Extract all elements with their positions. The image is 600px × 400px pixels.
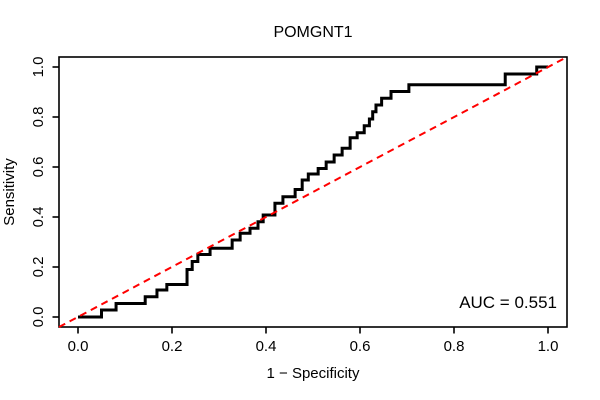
y-tick-label: 0.6 <box>30 157 47 178</box>
y-tick-label: 0.2 <box>30 257 47 278</box>
series-lines <box>58 56 568 328</box>
y-axis-label: Sensitivity <box>1 158 18 226</box>
chance-diagonal-line <box>58 56 568 328</box>
y-tick-label: 0.8 <box>30 107 47 128</box>
plot-area <box>58 56 568 328</box>
x-tick-label: 0.2 <box>162 338 183 355</box>
x-tick-label: 1.0 <box>538 338 559 355</box>
x-tick-label: 0.0 <box>68 338 89 355</box>
y-tick-label: 1.0 <box>30 57 47 78</box>
y-tick-label: 0.4 <box>30 207 47 228</box>
x-tick-label: 0.8 <box>444 338 465 355</box>
x-axis-ticks: 0.0 0.2 0.4 0.6 0.8 1.0 <box>68 327 559 355</box>
y-axis-ticks: 0.0 0.2 0.4 0.6 0.8 1.0 <box>30 57 59 328</box>
auc-annotation: AUC = 0.551 <box>459 293 557 312</box>
chart-title: POMGNT1 <box>273 24 352 41</box>
x-tick-label: 0.6 <box>350 338 371 355</box>
roc-curve-line <box>78 65 548 319</box>
y-tick-label: 0.0 <box>30 307 47 328</box>
x-axis-label: 1 − Specificity <box>267 365 360 382</box>
x-tick-label: 0.4 <box>256 338 277 355</box>
